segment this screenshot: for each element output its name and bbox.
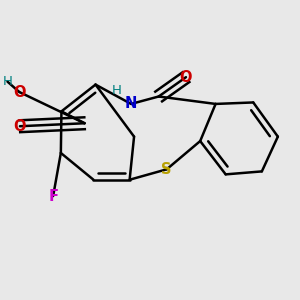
Text: O: O — [180, 70, 192, 85]
Text: H: H — [2, 75, 12, 88]
Text: F: F — [48, 189, 58, 204]
Text: O: O — [14, 119, 26, 134]
Text: S: S — [161, 162, 172, 177]
Text: O: O — [13, 85, 26, 100]
Text: H: H — [112, 84, 122, 97]
Text: N: N — [125, 96, 137, 111]
